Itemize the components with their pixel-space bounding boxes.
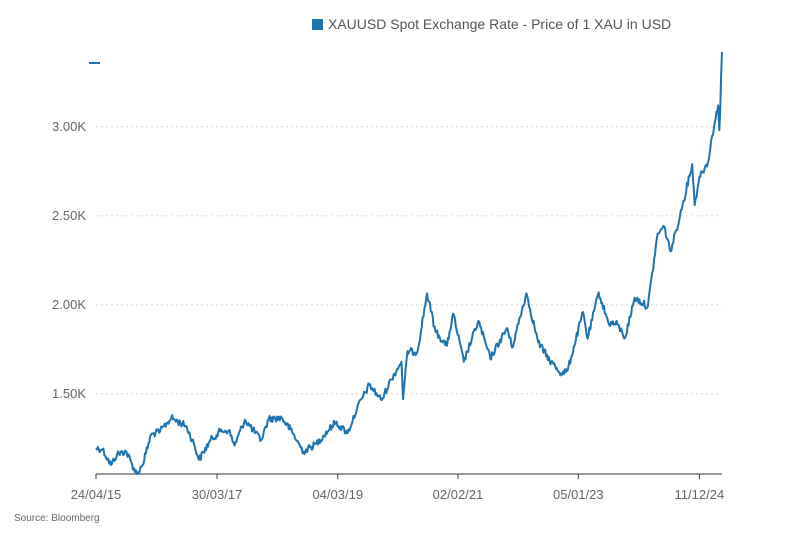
x-axis-labels: 24/04/15 30/03/17 04/03/19 02/02/21 05/01/23…: [71, 487, 724, 502]
source-note: Source: Bloomberg: [14, 513, 100, 524]
y-axis-marker: [89, 62, 100, 64]
x-axis-ticks: [95, 474, 700, 479]
legend-swatch: [312, 19, 323, 30]
y-axis-labels: 1.50K 2.00K 2.50K 3.00K: [52, 119, 86, 401]
x-tick-label-3: 02/02/21: [433, 487, 484, 502]
legend-label: XAUUSD Spot Exchange Rate - Price of 1 X…: [328, 16, 671, 32]
y-tick-label-1: 2.00K: [52, 297, 86, 312]
x-tick-label-4: 05/01/23: [553, 487, 604, 502]
x-tick-label-5: 11/12/24: [675, 487, 725, 502]
x-tick-label-2: 04/03/19: [312, 487, 363, 502]
series-line-0: [95, 51, 723, 475]
y-tick-label-3: 3.00K: [52, 119, 86, 134]
y-tick-label-2: 2.50K: [52, 208, 86, 223]
x-tick-label-0: 24/04/15: [71, 487, 122, 502]
series-group: [95, 51, 723, 475]
grid: [96, 126, 722, 395]
x-tick-label-1: 30/03/17: [192, 487, 243, 502]
y-tick-label-0: 1.50K: [52, 386, 86, 401]
legend: XAUUSD Spot Exchange Rate - Price of 1 X…: [312, 16, 671, 32]
